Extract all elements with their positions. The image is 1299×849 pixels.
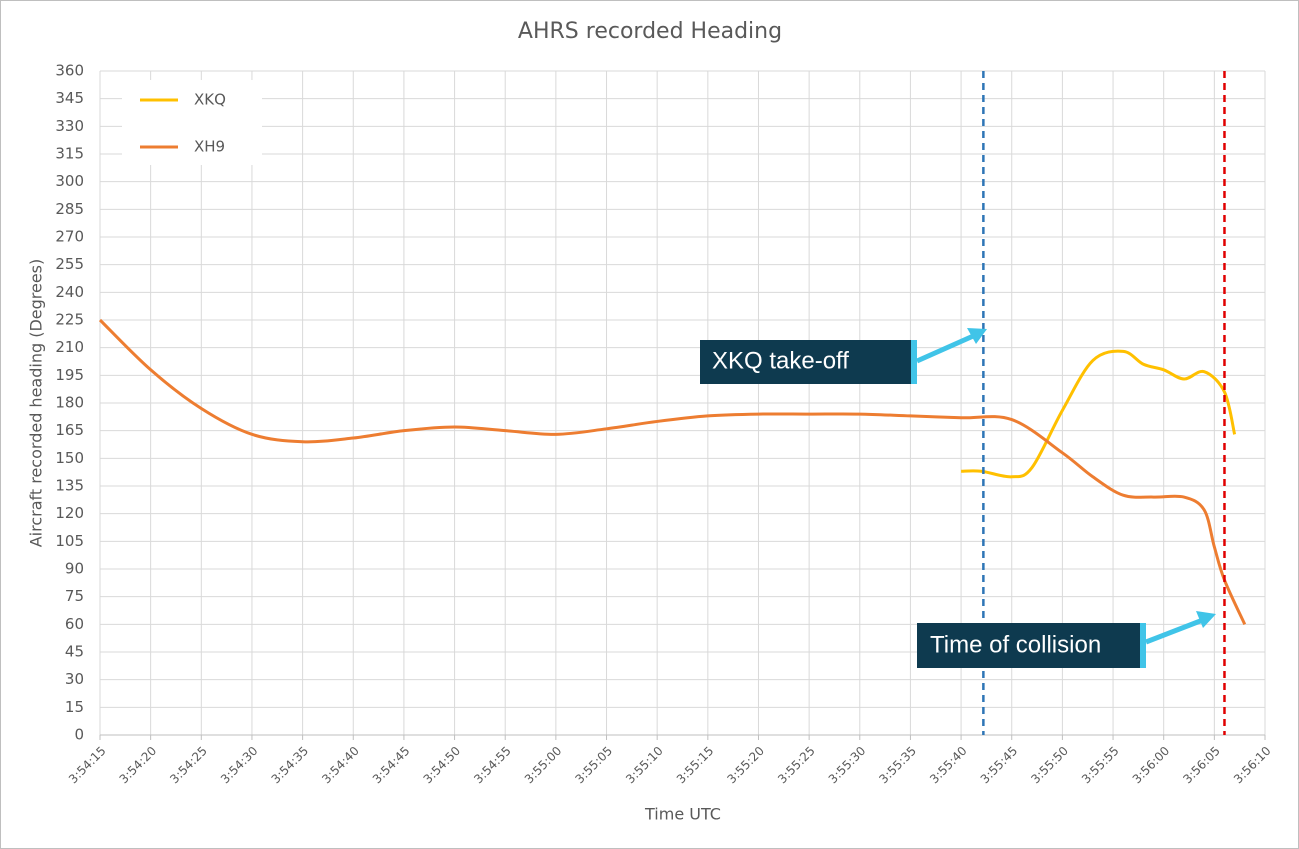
y-tick-label: 45 [65,643,84,661]
y-tick-label: 165 [55,421,84,439]
legend-label: XH9 [194,138,225,156]
annotation-text: Time of collision [930,631,1101,658]
y-tick-label: 30 [65,670,84,688]
y-tick-label: 300 [55,172,84,190]
legend-box [122,80,262,165]
y-tick-label: 195 [55,366,84,384]
annotation-box [700,340,913,384]
y-tick-label: 15 [65,698,84,716]
annotation-arrowhead [967,328,987,344]
series-line [961,349,1237,479]
annotation-accent [911,340,917,384]
y-tick-label: 330 [55,117,84,135]
legend-label: XKQ [194,91,226,109]
y-tick-label: 90 [65,560,84,578]
annotation-arrowhead [1196,611,1216,628]
legend: XKQ XH9 [122,80,262,165]
annotation-text: XKQ take-off [712,347,849,374]
annotation-accent [1140,623,1146,668]
chart-title: AHRS recorded Heading [518,19,782,44]
annotation-arrow [915,330,982,364]
annotation-box [917,623,1142,668]
y-tick-label: 60 [65,615,84,633]
y-tick-label: 210 [55,338,84,356]
y-tick-label: 150 [55,449,84,467]
y-tick-label: 315 [55,145,84,163]
y-tick-label: 120 [55,504,84,522]
y-tick-label: 270 [55,228,84,246]
y-tick-label: 135 [55,477,84,495]
y-tick-label: 345 [55,89,84,107]
y-axis-label: Aircraft recorded heading (Degrees) [27,259,46,548]
y-tick-label: 75 [65,587,84,605]
y-tick-label: 240 [55,283,84,301]
annotation-arrow [1145,615,1209,645]
y-tick-label: 360 [55,62,84,80]
y-tick-label: 225 [55,311,84,329]
y-tick-label: 255 [55,255,84,273]
y-tick-label: 285 [55,200,84,218]
y-tick-label: 0 [74,726,84,744]
y-tick-label: 105 [55,532,84,550]
x-axis-label: Time UTC [644,805,721,824]
y-tick-label: 180 [55,394,84,412]
series-line [98,318,1247,625]
annotation-collision: Time of collision [917,611,1216,668]
annotation-take-off: XKQ take-off [700,328,987,384]
